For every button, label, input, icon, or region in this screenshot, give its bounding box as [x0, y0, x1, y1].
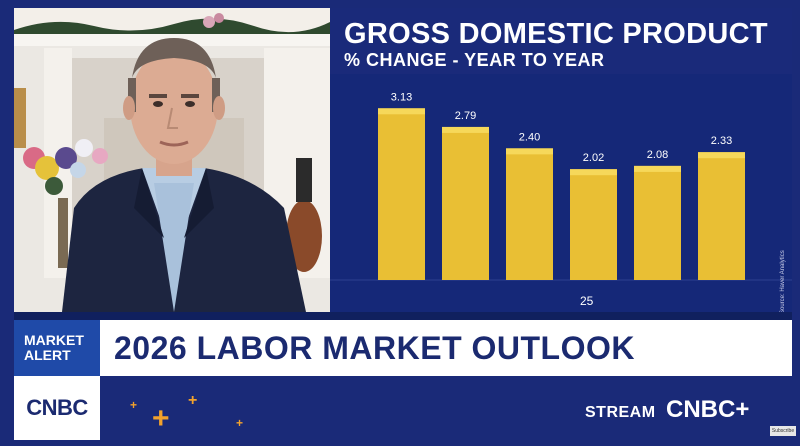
bar-value-label-1: 2.79 [455, 110, 476, 122]
bar-1 [442, 126, 489, 280]
headline-bar: 2026 LABOR MARKET OUTLOOK [100, 320, 792, 376]
bar-cap-2 [506, 148, 553, 155]
bar-cap-3 [570, 169, 617, 176]
plus-sparkle-icon: + [236, 416, 244, 430]
source-note: Source: Haver Analytics [780, 250, 786, 314]
bar-value-label-3: 2.02 [583, 152, 604, 164]
bar-2 [506, 148, 553, 280]
person-on-video-call-icon [14, 8, 330, 312]
corner-tag: Subscribe [770, 426, 796, 436]
bar-4 [634, 165, 681, 280]
x-tick-label: 25 [580, 294, 594, 308]
market-alert-badge: MARKET ALERT [14, 320, 100, 376]
ticker-stripe [14, 312, 792, 320]
plus-sparkle-icon: + [152, 402, 170, 435]
bar-chart: 3.13 2.79 2.40 2.02 2.08 2.33 [330, 91, 792, 281]
network-logo-box: CNBC [14, 376, 100, 440]
chart-panel: GROSS DOMESTIC PRODUCT % CHANGE - YEAR T… [330, 8, 792, 314]
headline: 2026 LABOR MARKET OUTLOOK [114, 329, 635, 366]
bar-5 [698, 152, 745, 280]
bar-cap-4 [634, 165, 681, 172]
plus-sparkle-icon: + [188, 392, 198, 409]
market-alert-label: MARKET ALERT [24, 332, 84, 363]
stream-label: STREAM [585, 404, 656, 421]
bar-3 [570, 169, 617, 280]
bar-value-label-0: 3.13 [391, 91, 412, 103]
bar-value-label-4: 2.08 [647, 149, 668, 161]
chart-area: 3.13 2.79 2.40 2.02 2.08 2.33 25 Source: Have… [330, 74, 792, 314]
chart-subtitle: % CHANGE - YEAR TO YEAR [344, 50, 605, 70]
guest-video-feed [14, 8, 330, 312]
bar-value-label-2: 2.40 [519, 131, 540, 143]
bar-value-label-5: 2.33 [711, 135, 732, 147]
bar-0 [378, 108, 425, 280]
bottom-strip: + + + + STREAM CNBC+ [100, 376, 792, 440]
bar-cap-5 [698, 152, 745, 159]
plus-sparkle-icon: + [130, 398, 138, 412]
network-logo: CNBC [26, 395, 88, 420]
chart-title: GROSS DOMESTIC PRODUCT [344, 18, 768, 50]
stream-logo: CNBC+ [666, 396, 750, 423]
bar-cap-1 [442, 126, 489, 133]
bar-cap-0 [378, 108, 425, 115]
